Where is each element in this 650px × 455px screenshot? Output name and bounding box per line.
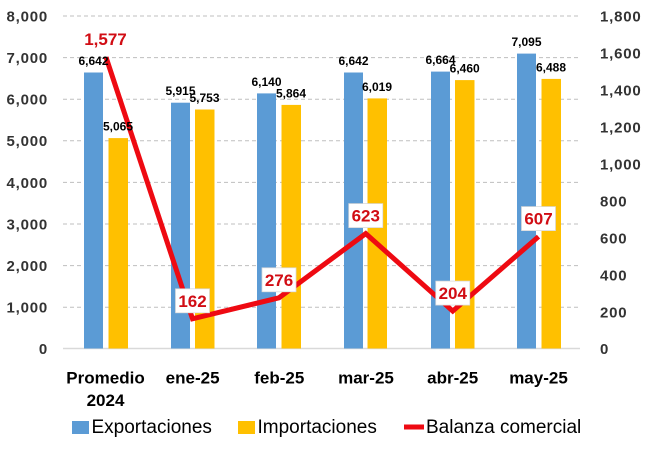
svg-text:7,095: 7,095 [511, 35, 541, 49]
svg-text:6,460: 6,460 [450, 62, 480, 76]
svg-text:600: 600 [600, 230, 627, 247]
svg-text:Exportaciones: Exportaciones [92, 417, 212, 438]
svg-text:623: 623 [352, 207, 380, 226]
svg-text:0: 0 [39, 341, 48, 358]
svg-text:may-25: may-25 [509, 369, 568, 388]
svg-text:800: 800 [600, 193, 627, 210]
svg-text:2,000: 2,000 [6, 258, 48, 275]
svg-text:162: 162 [178, 292, 206, 311]
svg-text:400: 400 [600, 267, 627, 284]
svg-text:0: 0 [600, 341, 609, 358]
svg-text:7,000: 7,000 [6, 50, 48, 67]
svg-text:1,000: 1,000 [6, 300, 48, 317]
svg-text:2024: 2024 [87, 391, 125, 410]
svg-text:5,000: 5,000 [6, 133, 48, 150]
svg-text:4,000: 4,000 [6, 175, 48, 192]
svg-text:feb-25: feb-25 [254, 369, 304, 388]
svg-text:3,000: 3,000 [6, 216, 48, 233]
svg-text:abr-25: abr-25 [427, 369, 478, 388]
svg-text:200: 200 [600, 304, 627, 321]
svg-text:Promedio: Promedio [66, 369, 144, 388]
svg-text:6,488: 6,488 [536, 60, 566, 74]
svg-text:5,753: 5,753 [189, 91, 219, 105]
svg-text:1,400: 1,400 [600, 82, 642, 99]
svg-text:1,600: 1,600 [600, 45, 642, 62]
svg-text:1,200: 1,200 [600, 119, 642, 136]
svg-text:1,800: 1,800 [600, 8, 642, 25]
svg-text:6,642: 6,642 [78, 54, 108, 68]
svg-text:204: 204 [439, 284, 468, 303]
svg-text:5,864: 5,864 [276, 86, 306, 100]
svg-text:1,577: 1,577 [84, 30, 127, 49]
svg-text:ene-25: ene-25 [166, 369, 220, 388]
svg-text:mar-25: mar-25 [338, 369, 394, 388]
svg-text:5,915: 5,915 [165, 84, 195, 98]
svg-text:276: 276 [265, 271, 293, 290]
svg-text:607: 607 [524, 210, 552, 229]
svg-text:6,019: 6,019 [362, 80, 392, 94]
svg-text:6,140: 6,140 [251, 75, 281, 89]
svg-text:6,000: 6,000 [6, 92, 48, 109]
svg-text:Balanza comercial: Balanza comercial [426, 417, 581, 438]
svg-text:8,000: 8,000 [6, 8, 48, 25]
svg-text:6,664: 6,664 [425, 53, 455, 67]
svg-text:6,642: 6,642 [338, 54, 368, 68]
svg-text:Importaciones: Importaciones [258, 417, 377, 438]
svg-text:5,065: 5,065 [103, 120, 133, 134]
svg-text:1,000: 1,000 [600, 156, 642, 173]
